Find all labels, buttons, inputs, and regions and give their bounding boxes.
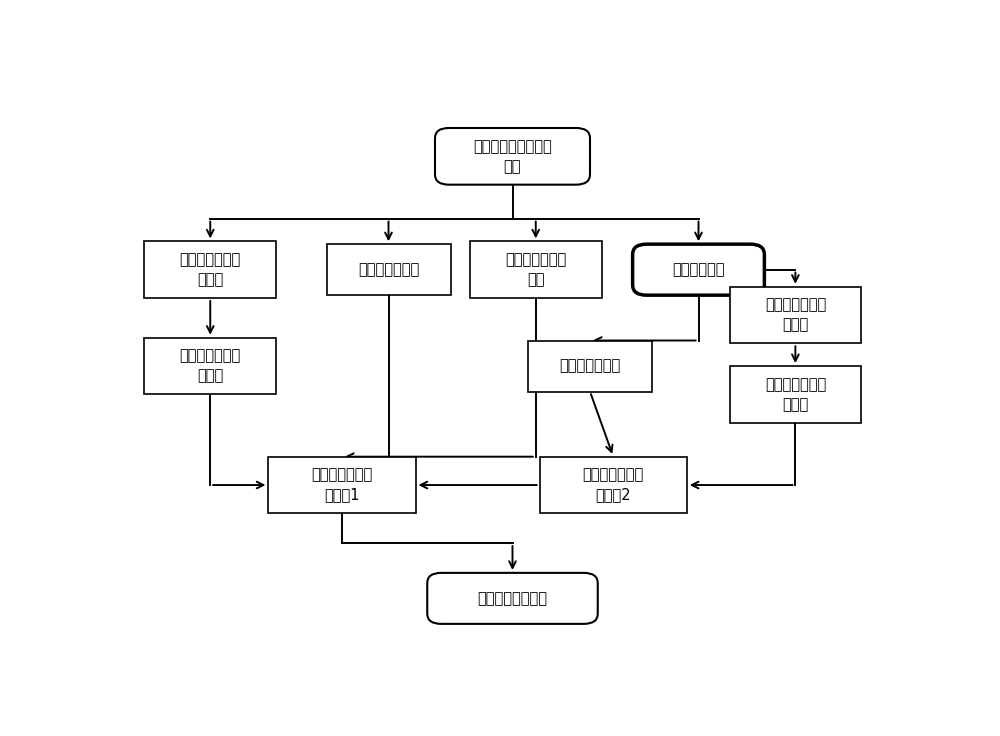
Text: 获取激光指向误
差方程2: 获取激光指向误 差方程2 xyxy=(583,467,644,503)
Text: 计算卫星到星下
点高度: 计算卫星到星下 点高度 xyxy=(180,349,241,383)
FancyBboxPatch shape xyxy=(730,366,861,422)
Text: 获取激光指向误
差方程1: 获取激光指向误 差方程1 xyxy=(311,467,373,503)
FancyBboxPatch shape xyxy=(326,244,451,295)
FancyBboxPatch shape xyxy=(144,241,276,298)
Text: 卫星姿态机动: 卫星姿态机动 xyxy=(672,262,725,277)
FancyBboxPatch shape xyxy=(470,241,602,298)
FancyBboxPatch shape xyxy=(528,341,652,392)
Text: 获取激光测距值: 获取激光测距值 xyxy=(358,262,419,277)
Text: 获取激光测距值: 获取激光测距值 xyxy=(559,358,621,373)
Text: 激光测距仪安装
矩阵: 激光测距仪安装 矩阵 xyxy=(505,252,566,287)
Text: 计算卫星到星下
点高度: 计算卫星到星下 点高度 xyxy=(765,377,826,411)
FancyBboxPatch shape xyxy=(144,338,276,394)
FancyBboxPatch shape xyxy=(540,456,687,514)
FancyBboxPatch shape xyxy=(435,128,590,185)
Text: 卫星星下点经过平坦
区域: 卫星星下点经过平坦 区域 xyxy=(473,139,552,174)
Text: 获取卫星姿态轨
道信息: 获取卫星姿态轨 道信息 xyxy=(180,252,241,287)
FancyBboxPatch shape xyxy=(427,573,598,624)
Text: 获取卫星姿态轨
道信息: 获取卫星姿态轨 道信息 xyxy=(765,297,826,333)
FancyBboxPatch shape xyxy=(633,244,764,295)
Text: 完成激光指向标定: 完成激光指向标定 xyxy=(478,591,548,606)
FancyBboxPatch shape xyxy=(268,456,416,514)
FancyBboxPatch shape xyxy=(730,287,861,344)
